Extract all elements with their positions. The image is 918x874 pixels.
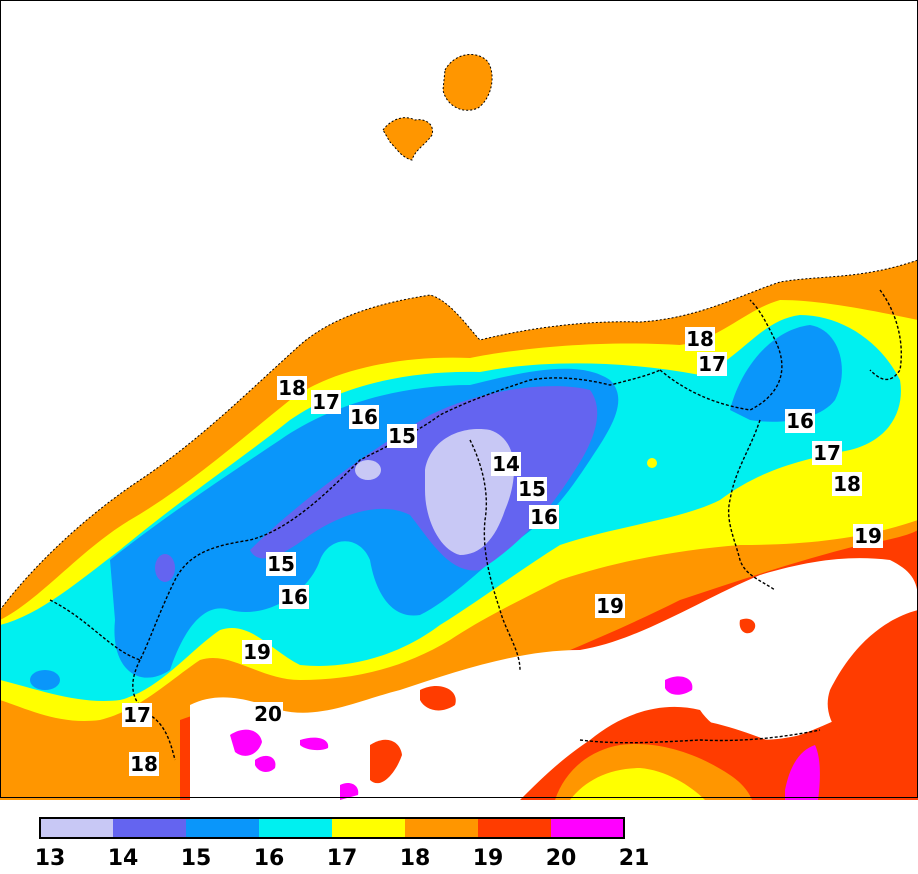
legend-swatch xyxy=(259,818,332,838)
legend-tick-label: 17 xyxy=(327,846,358,870)
prefecture-boundary xyxy=(49,369,661,661)
contour-label-bg xyxy=(253,702,283,726)
legend-tick-label: 14 xyxy=(108,846,139,870)
legend-tick-label: 16 xyxy=(254,846,285,870)
contour-label: 16 xyxy=(350,405,378,429)
contour-label-bg xyxy=(349,405,379,429)
island-small-1 xyxy=(230,729,262,756)
contour-label-bg xyxy=(242,640,272,664)
prefecture-boundary xyxy=(579,729,821,744)
island-small-4 xyxy=(370,739,402,784)
contour-label: 19 xyxy=(243,640,271,664)
legend-swatch xyxy=(551,818,624,838)
contour-label: 17 xyxy=(698,352,726,376)
band-14-15 xyxy=(250,386,598,571)
contour-label: 18 xyxy=(686,327,714,351)
contour-label: 15 xyxy=(518,477,546,501)
contour-label: 16 xyxy=(530,505,558,529)
contour-label-bg xyxy=(311,390,341,414)
island-small-7 xyxy=(739,618,756,634)
contour-label: 16 xyxy=(280,585,308,609)
legend-border xyxy=(39,817,625,839)
contour-label: 15 xyxy=(267,552,295,576)
contour-label-bg xyxy=(853,524,883,548)
contour-label: 14 xyxy=(492,452,520,476)
legend-tick-label: 18 xyxy=(400,846,431,870)
contour-label-bg xyxy=(529,505,559,529)
island-small-6 xyxy=(665,676,693,695)
legend-ticks: 13 14 15 16 17 18 19 20 21 xyxy=(35,846,650,871)
contour-label: 16 xyxy=(786,409,814,433)
legend-swatch xyxy=(186,818,259,838)
island-small-3 xyxy=(300,737,329,751)
band-15-16-east xyxy=(730,325,842,422)
band-15-16-west xyxy=(30,670,60,690)
legend-tick-label: 15 xyxy=(181,846,212,870)
warm-spot xyxy=(647,458,657,468)
contour-label-bg xyxy=(266,552,296,576)
legend-swatches xyxy=(40,818,624,838)
legend-tick-label: 19 xyxy=(473,846,504,870)
contour-label: 20 xyxy=(254,702,282,726)
legend-swatch xyxy=(113,818,186,838)
prefecture-boundary xyxy=(728,419,776,591)
contour-label-bg xyxy=(517,477,547,501)
legend-swatch xyxy=(478,818,551,838)
contour-label-bg xyxy=(387,424,417,448)
island-north xyxy=(442,54,493,111)
contour-label: 15 xyxy=(388,424,416,448)
contour-label: 17 xyxy=(813,441,841,465)
contour-label-bg xyxy=(491,452,521,476)
island-small-5 xyxy=(420,685,456,711)
contour-label: 17 xyxy=(123,703,151,727)
contour-label: 19 xyxy=(854,524,882,548)
legend-swatch xyxy=(405,818,478,838)
land-east-red xyxy=(827,610,918,737)
contour-label-bg xyxy=(129,752,159,776)
island-small-2 xyxy=(255,755,276,772)
contour-label-bg xyxy=(685,327,715,351)
band-14-15-west xyxy=(155,554,175,582)
coastline xyxy=(0,259,918,611)
prefecture-boundary xyxy=(659,299,783,411)
island-small-8 xyxy=(340,783,359,800)
contour-label: 17 xyxy=(312,390,340,414)
legend-swatch xyxy=(40,818,113,838)
color-legend: 13 14 15 16 17 18 19 20 21 xyxy=(0,800,918,871)
contour-label-bg xyxy=(832,472,862,496)
contour-label: 18 xyxy=(833,472,861,496)
temperature-map: 18 17 16 15 14 15 16 18 17 16 17 18 19 15 16 19 19 17 20 18 xyxy=(0,0,918,800)
legend-swatch xyxy=(332,818,405,838)
contour-label: 18 xyxy=(130,752,158,776)
island-north-small xyxy=(382,117,434,161)
contour-label: 19 xyxy=(596,594,624,618)
contour-label-bg xyxy=(812,441,842,465)
legend-tick-label: 21 xyxy=(619,846,650,870)
contour-label-bg xyxy=(122,703,152,727)
contour-label-bg xyxy=(279,585,309,609)
legend-tick-label: 13 xyxy=(35,846,66,870)
contour-label-bg xyxy=(785,409,815,433)
contour-label-bg xyxy=(697,352,727,376)
contour-label: 18 xyxy=(278,376,306,400)
prefecture-boundary xyxy=(469,439,521,671)
contour-label-bg xyxy=(277,376,307,400)
land-south-yellow xyxy=(570,768,705,800)
band-13-14-spot xyxy=(355,460,381,480)
legend-tick-label: 20 xyxy=(546,846,577,870)
contour-label-bg xyxy=(595,594,625,618)
land-southeast-magenta xyxy=(785,745,820,800)
inland-sea xyxy=(190,558,918,800)
prefecture-boundary xyxy=(869,289,902,381)
